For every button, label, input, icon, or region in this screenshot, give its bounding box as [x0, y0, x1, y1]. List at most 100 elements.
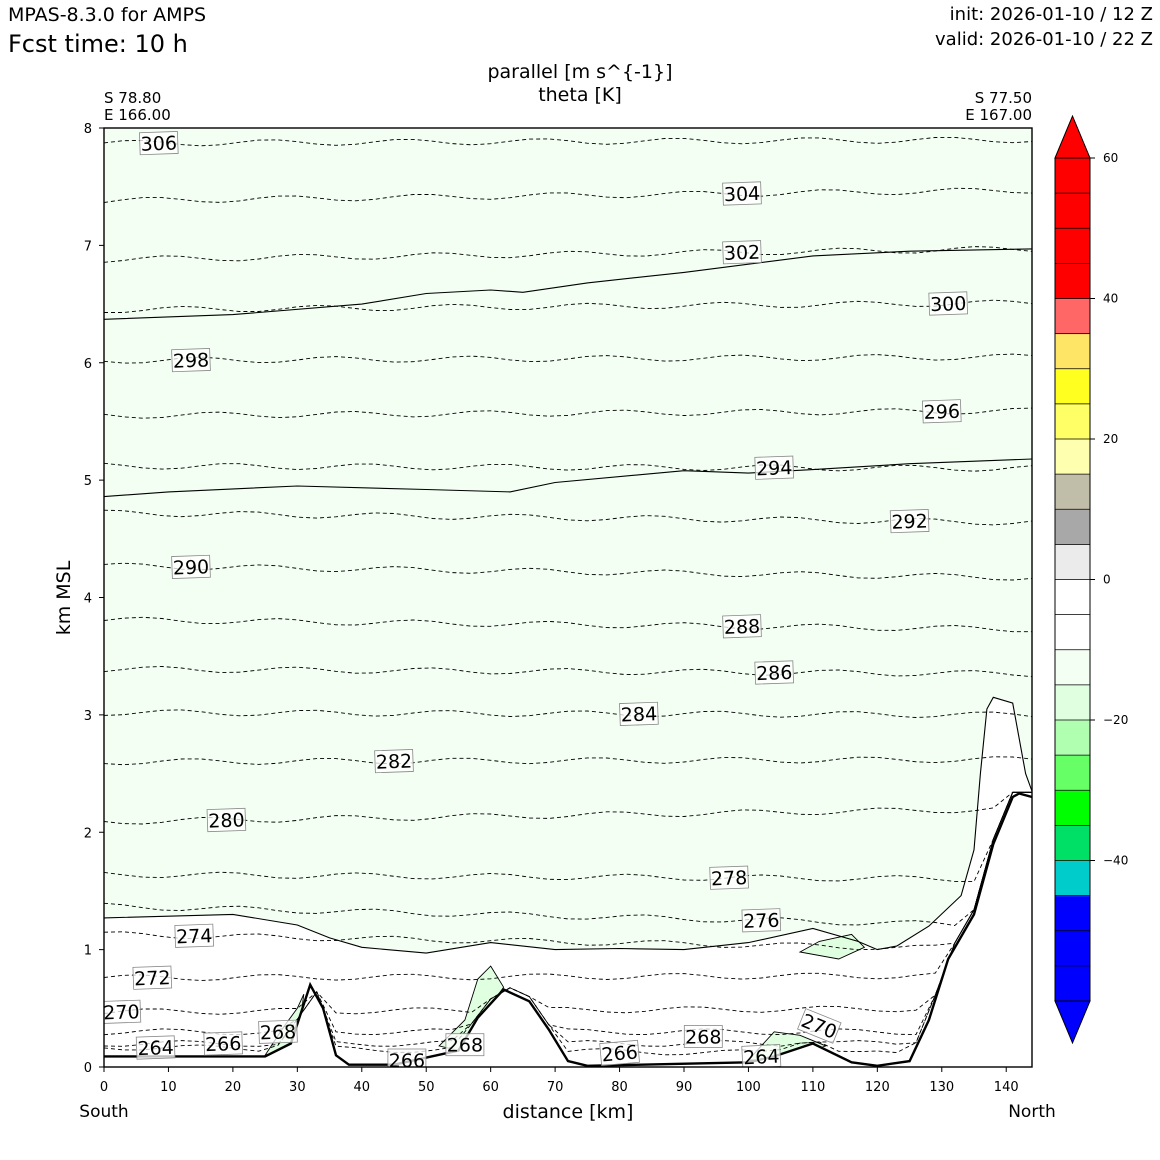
theta-label-302-box — [722, 240, 762, 265]
theta-contour-300 — [104, 299, 1032, 313]
theta-label-288: 288 — [722, 614, 762, 639]
x-tick-label-50: 50 — [418, 1080, 435, 1095]
colorbar-extend-high — [1054, 114, 1091, 159]
theta-label-extra-4: 264 — [741, 1044, 782, 1067]
theta-label-268: 268 — [258, 1019, 298, 1044]
theta-label-278-text: 278 — [711, 867, 748, 890]
theta-contour-298 — [104, 353, 1032, 364]
y-axis: 0 1 2 3 4 5 6 7 8 — [84, 122, 104, 1076]
theta-contour-280 — [104, 791, 1032, 825]
theta-contour-306 — [104, 136, 1032, 147]
theta-contour-294 — [104, 462, 1032, 472]
theta-contour-304 — [104, 187, 1032, 203]
theta-contour-276 — [104, 791, 1032, 926]
theta-label-292-text: 292 — [891, 510, 928, 533]
chart-title-line-1: parallel [m s^{-1}] — [487, 61, 672, 83]
x-tick-label-100: 100 — [736, 1080, 761, 1095]
theta-label-280-box — [206, 807, 247, 833]
x-tick-label-140: 140 — [994, 1080, 1019, 1095]
y-tick-label-8: 8 — [84, 122, 92, 137]
terrain-line — [104, 792, 1032, 1067]
colorbar-segment-8 — [1055, 684, 1090, 721]
theta-contour-292 — [104, 509, 1032, 526]
theta-label-304: 304 — [722, 181, 762, 206]
wind-contour-line-1 — [104, 458, 1032, 498]
theta-label-extra-0-box — [387, 1048, 427, 1067]
colorbar-segment-22 — [1055, 193, 1090, 229]
theta-label-302: 302 — [722, 240, 762, 265]
theta-label-294: 294 — [754, 455, 794, 480]
model-title: MPAS-8.3.0 for AMPS — [8, 4, 207, 26]
theta-label-296: 296 — [922, 399, 962, 424]
theta-label-264-box — [135, 1035, 176, 1060]
x-tick-label-10: 10 — [160, 1080, 177, 1095]
theta-label-276: 276 — [741, 908, 782, 933]
end-lat-label: S 77.50 — [975, 89, 1032, 107]
x-tick-label-120: 120 — [865, 1080, 890, 1095]
colorbar: 60 40 20 0 −20 −40 — [1054, 114, 1128, 1045]
colorbar-segment-13 — [1055, 509, 1090, 545]
end-lon-label: E 167.00 — [965, 106, 1032, 124]
theta-label-284: 284 — [619, 701, 659, 727]
x-tick-label-80: 80 — [611, 1080, 628, 1095]
y-tick-label-5: 5 — [84, 474, 92, 489]
theta-label-270-text: 270 — [103, 1001, 140, 1024]
colorbar-segment-16 — [1055, 403, 1090, 440]
colorbar-segment-15 — [1055, 439, 1090, 475]
theta-contour-288 — [104, 616, 1032, 633]
theta-label-extra-1: 268 — [445, 1033, 485, 1057]
colorbar-segment-21 — [1055, 228, 1090, 264]
forecast-time: Fcst time: 10 h — [8, 30, 188, 58]
colorbar-segment-11 — [1055, 579, 1090, 616]
x-tick-label-110: 110 — [800, 1080, 825, 1095]
colorbar-segment-3 — [1055, 860, 1090, 897]
theta-label-extra-2-box — [599, 1039, 640, 1066]
theta-label-290-box — [171, 554, 211, 579]
theta-label-extra-2-text: 266 — [601, 1041, 639, 1066]
chart-title-line-2: theta [K] — [538, 84, 622, 106]
theta-contour-290 — [104, 562, 1032, 581]
theta-contour-284 — [104, 709, 1032, 718]
theta-label-292: 292 — [889, 509, 930, 534]
theta-contour-296 — [104, 407, 1032, 419]
colorbar-segment-10 — [1055, 614, 1090, 651]
theta-label-284-text: 284 — [620, 703, 657, 726]
colorbar-tick-label-3: 0 — [1103, 573, 1111, 587]
theta-label-298-box — [171, 348, 211, 373]
start-lat-label: S 78.80 — [104, 89, 161, 107]
theta-label-270-box — [104, 999, 142, 1024]
theta-label-268-text: 268 — [260, 1021, 297, 1044]
y-tick-label-0: 0 — [84, 1061, 92, 1076]
theta-label-278: 278 — [709, 865, 749, 890]
south-end-label: South — [79, 1102, 128, 1122]
theta-label-274: 274 — [174, 923, 214, 948]
theta-label-extra-0: 266 — [387, 1048, 427, 1067]
theta-label-extra-1-box — [445, 1033, 485, 1057]
colorbar-extend-low — [1054, 1000, 1091, 1045]
theta-label-298-text: 298 — [173, 349, 210, 372]
north-end-label: North — [1008, 1102, 1056, 1122]
x-tick-label-130: 130 — [929, 1080, 954, 1095]
theta-label-274-box — [174, 923, 214, 948]
x-axis-label: distance [km] — [503, 1101, 634, 1123]
colorbar-segment-23 — [1055, 158, 1090, 194]
theta-label-272: 272 — [132, 965, 173, 990]
valid-time: valid: 2026-01-10 / 22 Z — [935, 29, 1153, 50]
theta-label-270: 270 — [103, 999, 142, 1024]
colorbar-segment-14 — [1055, 474, 1090, 510]
colorbar-segment-4 — [1055, 825, 1090, 861]
theta-contour-274 — [104, 791, 1032, 951]
theta-label-286: 286 — [754, 660, 794, 685]
theta-label-282: 282 — [374, 749, 414, 774]
colorbar-tick-label-2: 20 — [1103, 432, 1118, 446]
x-tick-label-20: 20 — [225, 1080, 242, 1095]
colorbar-segment-20 — [1055, 263, 1090, 299]
colorbar-segment-7 — [1055, 720, 1090, 756]
plot-content: 306 304 302 300 298 296 294 292 290 288 286 284 282 2… — [103, 128, 1032, 1067]
theta-label-292-box — [889, 509, 930, 534]
colorbar-segment-2 — [1055, 895, 1090, 932]
theta-label-276-box — [741, 908, 782, 933]
theta-label-300: 300 — [928, 291, 968, 316]
y-tick-label-7: 7 — [84, 239, 92, 254]
theta-label-298: 298 — [171, 348, 211, 373]
